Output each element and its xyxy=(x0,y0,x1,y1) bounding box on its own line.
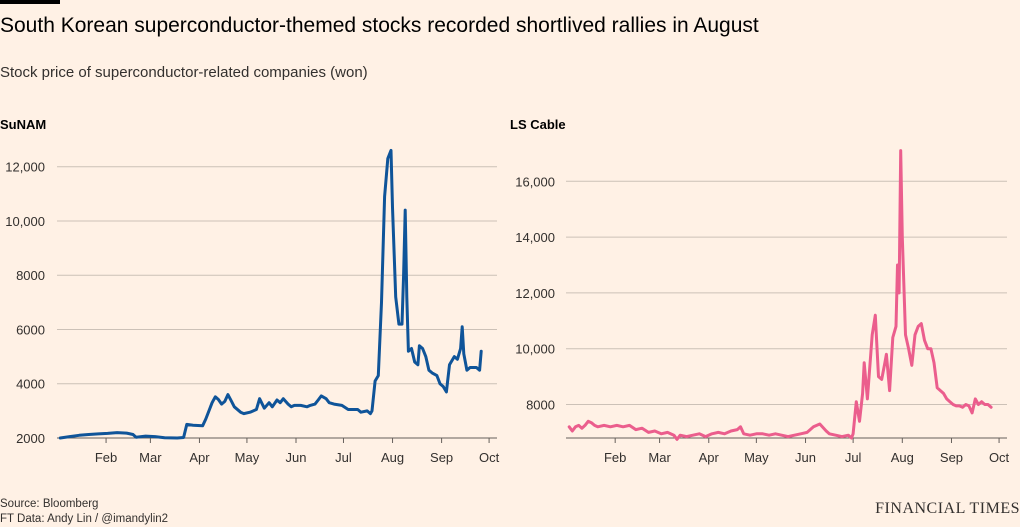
sunam-y-tick-label: 10,000 xyxy=(5,214,45,229)
credit-text: FT Data: Andy Lin / @imandylin2 xyxy=(0,513,169,525)
brand-accent-bar xyxy=(0,0,60,4)
lscable-panel-title: LS Cable xyxy=(510,117,566,132)
lscable-y-tick-label: 14,000 xyxy=(515,230,555,245)
sunam-x-tick-label: Sep xyxy=(430,450,453,465)
lscable-y-tick-label: 10,000 xyxy=(515,342,555,357)
lscable-price-line xyxy=(567,149,993,441)
lscable-x-tick-label: May xyxy=(744,450,769,465)
sunam-x-tick-label: May xyxy=(235,450,260,465)
sunam-x-tick-label: Apr xyxy=(189,450,210,465)
sunam-y-tick-label: 12,000 xyxy=(5,160,45,175)
lscable-y-tick-label: 16,000 xyxy=(515,174,555,189)
sunam-x-tick-label: Feb xyxy=(95,450,117,465)
sunam-chart: 2000 4000 6000 8000 10,000 12,000 Feb Mar Apr May… xyxy=(5,148,500,465)
lscable-y-tick-label: 12,000 xyxy=(515,286,555,301)
sunam-x-tick-label: Jun xyxy=(286,450,307,465)
sunam-y-tick-label: 6000 xyxy=(16,322,45,337)
lscable-x-tick-label: Aug xyxy=(891,450,914,465)
lscable-x-tick-label: Feb xyxy=(604,450,626,465)
lscable-chart: 8000 10,000 12,000 14,000 16,000 Feb Mar Apr May… xyxy=(515,149,1010,465)
lscable-x-tick-label: Oct xyxy=(989,450,1010,465)
source-text: Source: Bloomberg xyxy=(0,498,99,510)
lscable-x-tick-label: Apr xyxy=(699,450,720,465)
lscable-x-tick-label: Mar xyxy=(648,450,671,465)
source-note: Source: Bloomberg FT Data: Andy Lin / @i… xyxy=(0,497,168,527)
lscable-y-tick-label: 8000 xyxy=(526,398,555,413)
sunam-x-tick-label: Aug xyxy=(381,450,404,465)
lscable-x-tick-label: Sep xyxy=(940,450,963,465)
sunam-x-tick-label: Jul xyxy=(335,450,352,465)
sunam-x-tick-label: Mar xyxy=(139,450,162,465)
sunam-y-tick-label: 2000 xyxy=(16,431,45,446)
lscable-x-tick-label: Jul xyxy=(845,450,862,465)
chart-subtitle: Stock price of superconductor-related co… xyxy=(0,64,368,81)
chart-title: South Korean superconductor-themed stock… xyxy=(0,14,759,37)
lscable-x-tick-label: Jun xyxy=(795,450,816,465)
ft-brand-logo: FINANCIAL TIMES xyxy=(875,500,1020,517)
sunam-y-tick-label: 4000 xyxy=(16,377,45,392)
sunam-x-tick-label: Oct xyxy=(479,450,500,465)
sunam-y-tick-label: 8000 xyxy=(16,268,45,283)
sunam-price-line xyxy=(58,148,483,440)
sunam-panel-title: SuNAM xyxy=(0,117,47,132)
